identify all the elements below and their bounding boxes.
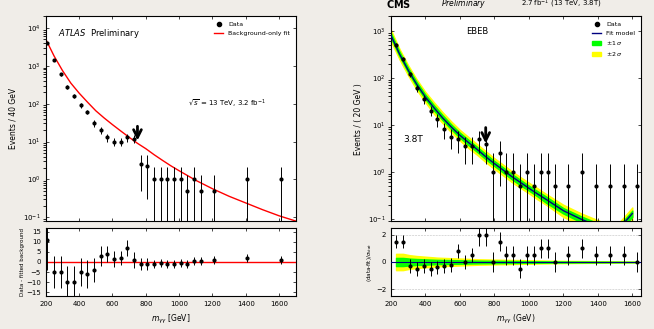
Text: 2.7 fb$^{-1}$ (13 TeV, 3.8T): 2.7 fb$^{-1}$ (13 TeV, 3.8T) (521, 0, 602, 10)
Text: $\mathit{ATLAS}$  Preliminary: $\mathit{ATLAS}$ Preliminary (58, 27, 140, 40)
Text: $\sqrt{s}$ = 13 TeV, 3.2 fb$^{-1}$: $\sqrt{s}$ = 13 TeV, 3.2 fb$^{-1}$ (188, 98, 266, 111)
X-axis label: $m_{\gamma\gamma}$ [GeV]: $m_{\gamma\gamma}$ [GeV] (151, 313, 190, 326)
Text: $\mathit{Preliminary}$: $\mathit{Preliminary}$ (441, 0, 487, 10)
Legend: Data, Background-only fit: Data, Background-only fit (211, 19, 293, 38)
Y-axis label: Events / ( 20 GeV ): Events / ( 20 GeV ) (354, 83, 363, 155)
Y-axis label: Data - fitted background: Data - fitted background (20, 228, 25, 296)
Y-axis label: (data-fit)/$\sigma_{stat}$: (data-fit)/$\sigma_{stat}$ (366, 242, 374, 282)
Text: EBEB: EBEB (466, 27, 488, 36)
Legend: Data, Fit model, $\pm 1\,\sigma$, $\pm 2\,\sigma$: Data, Fit model, $\pm 1\,\sigma$, $\pm 2… (589, 19, 638, 61)
Y-axis label: Events / 40 GeV: Events / 40 GeV (9, 88, 18, 149)
Text: 3.8T: 3.8T (404, 135, 423, 144)
X-axis label: $m_{\gamma\gamma}$ (GeV): $m_{\gamma\gamma}$ (GeV) (496, 313, 536, 326)
Text: $\mathbf{CMS}$: $\mathbf{CMS}$ (386, 0, 411, 10)
